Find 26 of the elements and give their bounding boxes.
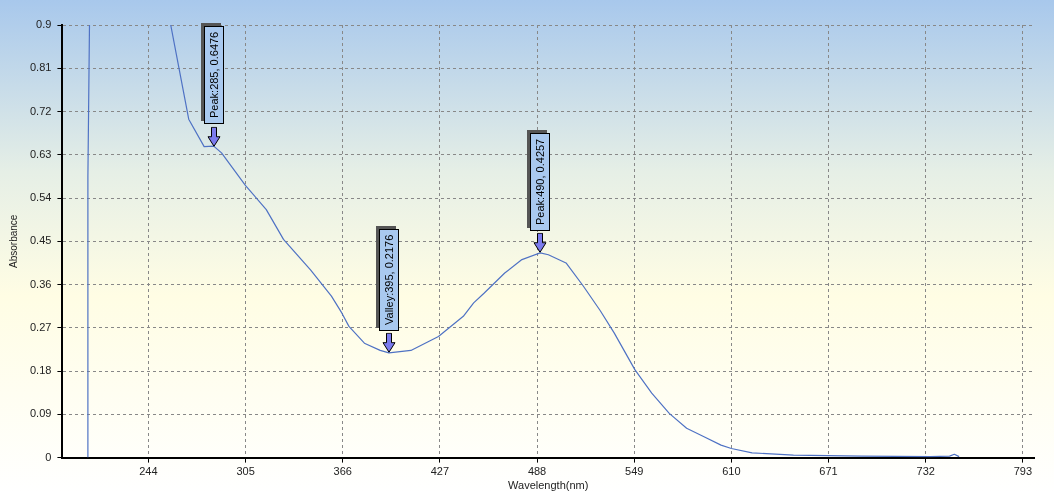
x-tick-label: 427 xyxy=(430,465,450,478)
y-tick-label: 0.54 xyxy=(29,191,52,204)
x-tick-label: 793 xyxy=(1013,465,1033,478)
x-tick-label: 671 xyxy=(819,465,838,478)
y-axis-title: Absorbance xyxy=(7,214,19,268)
y-tick-label: 0.45 xyxy=(29,234,52,247)
x-tick-label: 244 xyxy=(139,465,158,478)
y-tick-label: 0.36 xyxy=(29,277,52,290)
annotation: Peak:490, 0.4257 xyxy=(530,132,551,231)
x-tick-label: 549 xyxy=(625,465,644,478)
y-tick-label: 0.63 xyxy=(29,147,52,160)
x-tick-label: 488 xyxy=(527,465,547,478)
y-tick-label: 0.72 xyxy=(29,104,52,117)
y-tick-label: 0.81 xyxy=(29,61,52,74)
x-tick-label: 610 xyxy=(722,465,741,478)
y-tick-label: 0 xyxy=(45,450,52,463)
x-axis-title: Wavelength(nm) xyxy=(508,479,589,492)
x-tick-label: 305 xyxy=(236,465,255,478)
annotation: Peak:285, 0.6476 xyxy=(203,26,224,125)
y-tick-label: 0.27 xyxy=(29,320,52,333)
x-tick-label: 366 xyxy=(333,465,352,478)
annotation: Valley:395, 0.2176 xyxy=(378,228,399,331)
y-tick-label: 0.09 xyxy=(29,407,52,420)
x-tick-label: 732 xyxy=(916,465,935,478)
y-tick-label: 0.18 xyxy=(29,364,52,377)
y-tick-label: 0.9 xyxy=(36,18,52,31)
